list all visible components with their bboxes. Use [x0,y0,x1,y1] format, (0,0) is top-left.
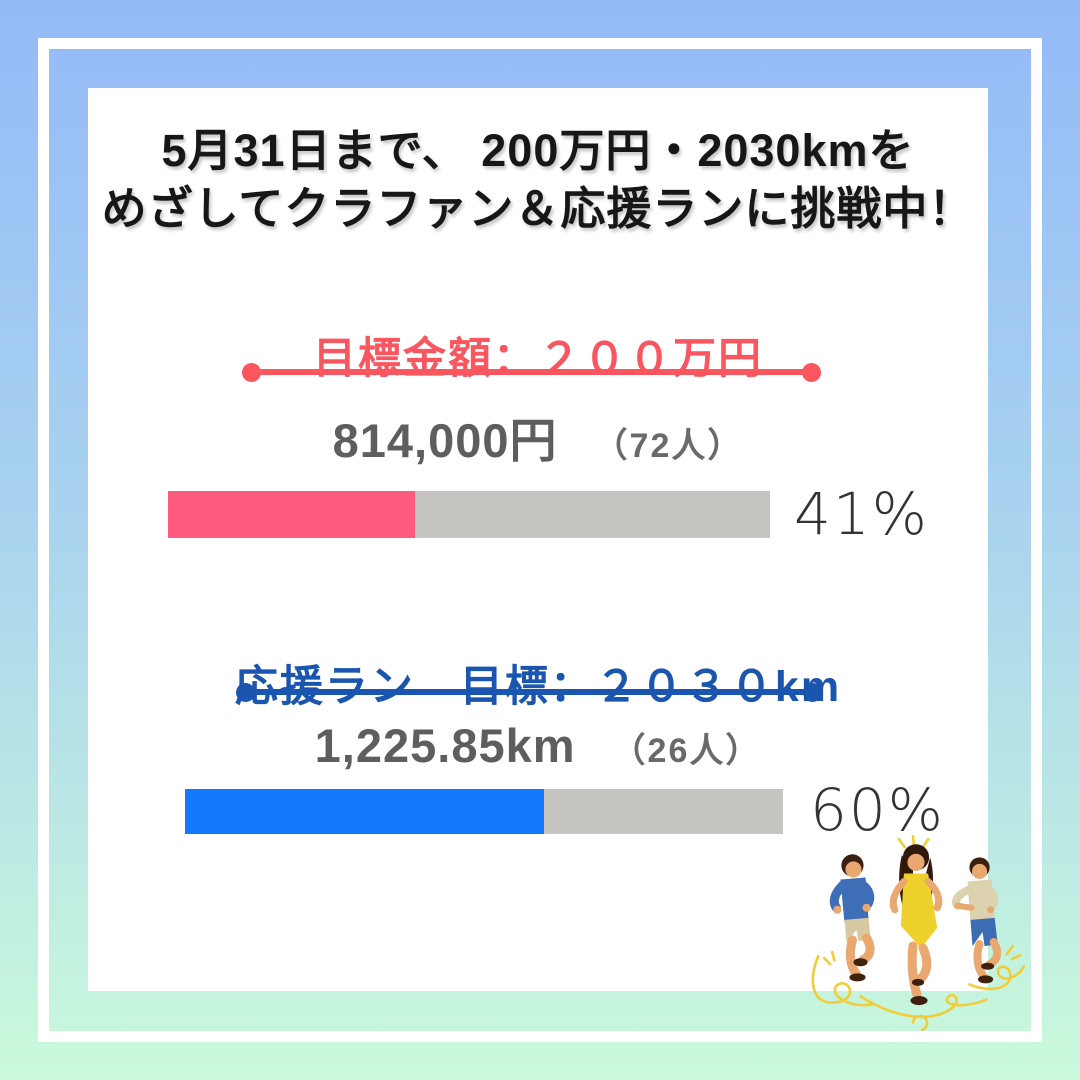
run-goal-underline [236,682,822,702]
runner-yellow-dress-icon [889,844,943,1006]
funding-goal-heading: 目標金額：２００万円 [313,335,763,383]
funding-goal-underline [242,362,821,382]
title-line-2: めざしてクラファン＆応援ランに挑戦中！ [101,182,975,234]
run-progress-track [185,789,783,834]
funding-amount-row: 814,000円 （72人） [88,402,988,471]
funding-progress-track [168,491,770,538]
content-card: 5月31日まで、 200万円・2030kmを めざしてクラファン＆応援ランに挑戦… [88,88,988,991]
runner-blue-shirt-icon [829,854,875,982]
funding-progress-fill [168,491,415,538]
funding-supporter-count: （72人） [593,427,744,465]
funding-percent-label: 41% [794,480,929,548]
underline-dot-left [236,682,255,702]
run-percent-label: 60% [810,776,945,844]
runner-beige-shirt-icon [952,857,1002,984]
three-runners-illustration [811,835,1026,1032]
funding-current-amount: 814,000円 [332,414,558,467]
border-frame [38,38,1042,1042]
underline-dot-right [803,682,822,702]
campaign-title: 5月31日まで、 200万円・2030kmを めざしてクラファン＆応援ランに挑戦… [88,122,988,237]
run-participant-count: （26人） [611,732,762,770]
run-current-distance: 1,225.85km [314,719,576,772]
run-goal-heading: 応援ラン 目標：２０３０km [234,663,842,711]
underline-dot-right [802,362,821,382]
underline-dot-left [242,362,261,382]
motion-swirls-icon [811,835,1026,1032]
run-progress-fill [185,789,544,834]
title-line-1: 5月31日まで、 200万円・2030kmを [161,125,915,176]
run-amount-row: 1,225.85km （26人） [88,718,988,773]
